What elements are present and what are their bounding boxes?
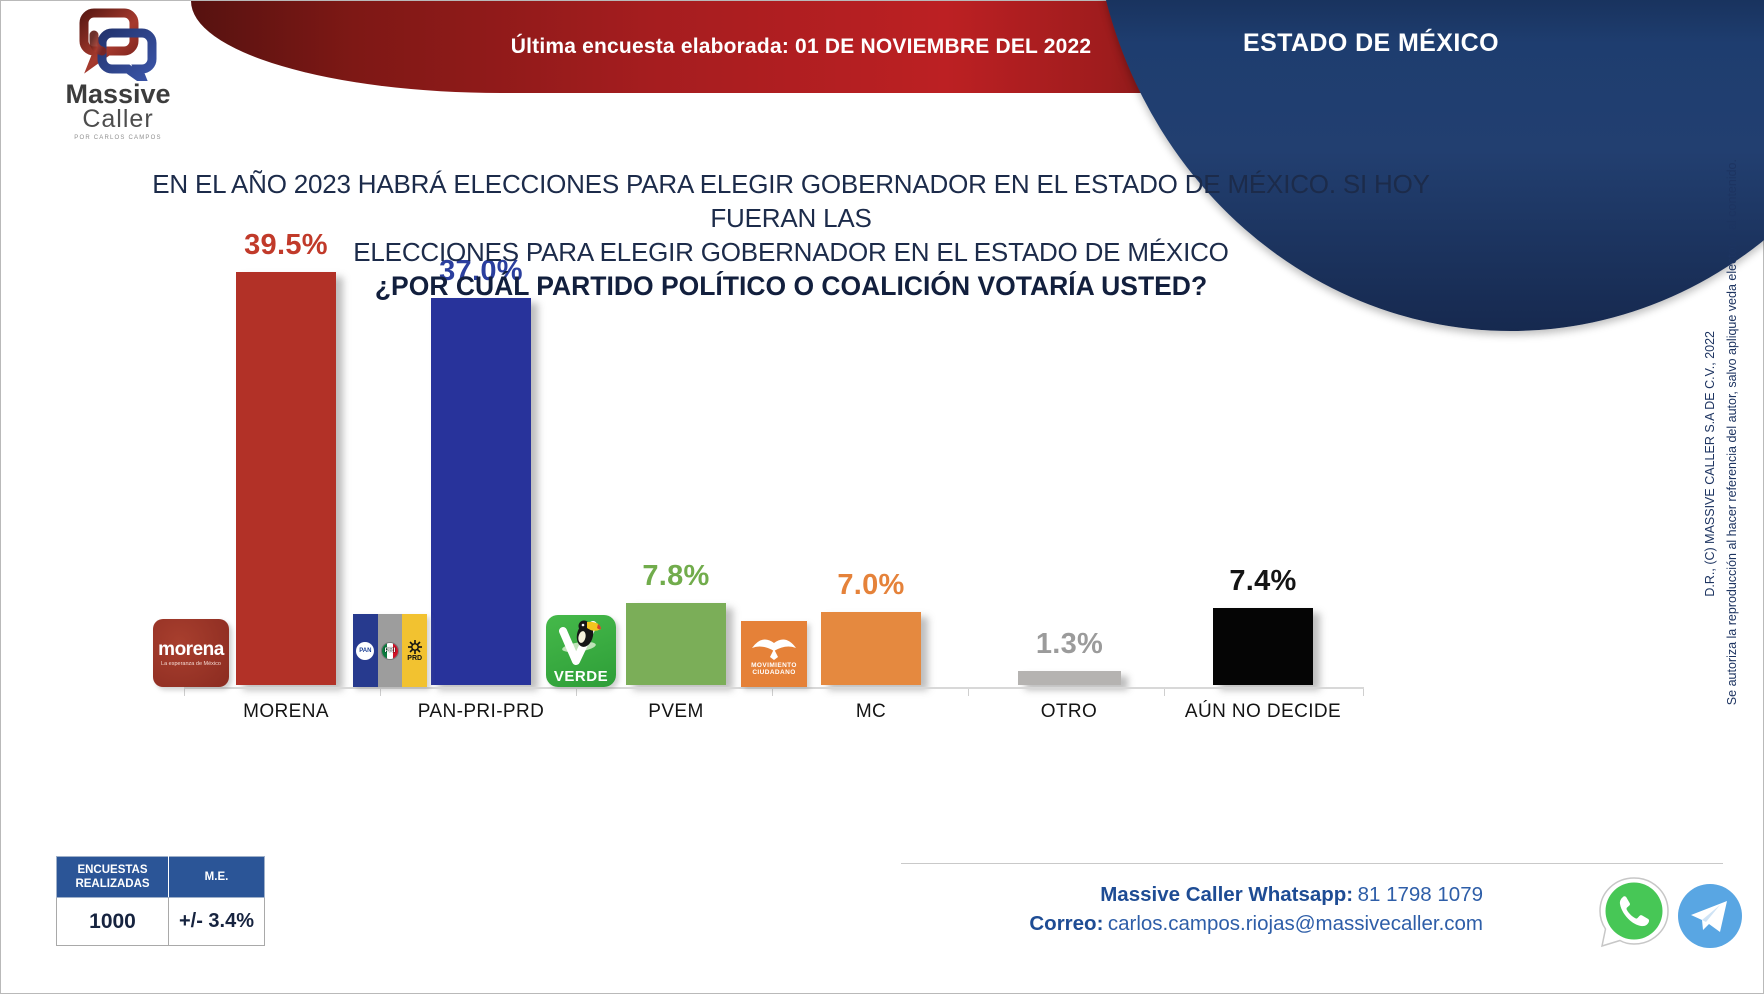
bar-morena bbox=[236, 272, 336, 685]
axis-tick bbox=[1164, 689, 1165, 696]
pvem-verde-logo: VERDE bbox=[546, 615, 616, 687]
morena-logo-text: morena bbox=[158, 638, 224, 660]
footer-divider bbox=[901, 863, 1723, 864]
prd-sun-icon bbox=[407, 640, 422, 654]
copyright-note: D.R., (C) MASSIVE CALLER S.A DE C.V., 20… bbox=[1703, 331, 1717, 597]
bar-value-morena: 39.5% bbox=[244, 229, 328, 261]
morena-party-logo: morena La esperanza de México bbox=[153, 619, 229, 687]
prd-stripe: PRD bbox=[402, 614, 427, 687]
massive-caller-logo: Massive Caller POR CARLOS CAMPOS bbox=[43, 7, 193, 141]
bar-pan-pri-prd bbox=[431, 298, 531, 685]
axis-tick bbox=[380, 689, 381, 696]
survey-question: EN EL AÑO 2023 HABRÁ ELECCIONES PARA ELE… bbox=[101, 167, 1481, 304]
pan-emblem-icon: PAN bbox=[356, 641, 375, 660]
category-label-mc: MC bbox=[855, 701, 887, 722]
question-line-3: ¿POR CUÁL PARTIDO POLÍTICO O COALICIÓN V… bbox=[374, 271, 1208, 301]
mc-logo-line-1: MOVIMIENTO bbox=[751, 662, 797, 669]
whatsapp-icon[interactable] bbox=[1597, 875, 1671, 951]
axis-tick bbox=[184, 689, 185, 696]
region-label: ESTADO DE MÉXICO bbox=[1243, 29, 1499, 57]
question-line-1: EN EL AÑO 2023 HABRÁ ELECCIONES PARA ELE… bbox=[152, 169, 1430, 233]
pan-stripe: PAN bbox=[353, 614, 378, 687]
bar-value-aun-no-decide: 7.4% bbox=[1229, 565, 1297, 597]
stats-header-encuestas: ENCUESTAS REALIZADAS bbox=[56, 856, 169, 898]
bar-aun-no-decide bbox=[1213, 608, 1313, 685]
last-survey-banner: Última encuesta elaborada: 01 DE NOVIEMB… bbox=[191, 1, 1211, 93]
contact-block: Massive Caller Whatsapp: 81 1798 1079 Co… bbox=[951, 881, 1483, 939]
morena-logo-tagline: La esperanza de México bbox=[161, 660, 221, 667]
reproduction-note: Se autoriza la reproducción al hacer ref… bbox=[1725, 159, 1739, 706]
category-label-pan-pri-prd: PAN-PRI-PRD bbox=[417, 701, 545, 722]
stats-value-encuestas: 1000 bbox=[56, 897, 169, 946]
logo-word-caller: Caller bbox=[82, 105, 154, 133]
category-label-aun-no-decide: AÚN NO DECIDE bbox=[1184, 701, 1342, 722]
verde-logo-text: VERDE bbox=[553, 668, 609, 685]
prd-emblem-text: PRD bbox=[407, 655, 423, 662]
axis-tick bbox=[1363, 689, 1364, 696]
bar-value-pvem: 7.8% bbox=[642, 560, 710, 592]
pri-emblem-text: PRI bbox=[384, 647, 396, 654]
category-label-otro: OTRO bbox=[1040, 701, 1098, 722]
massive-caller-logo-icon bbox=[79, 8, 157, 81]
bar-mc bbox=[821, 612, 921, 685]
pan-pri-prd-coalition-logo: PAN PRI PRD bbox=[353, 614, 427, 687]
logo-word-massive: Massive bbox=[65, 79, 171, 109]
pan-emblem-text: PAN bbox=[359, 647, 372, 654]
stats-value-me: +/- 3.4% bbox=[168, 897, 265, 946]
category-label-morena: MORENA bbox=[243, 701, 329, 722]
movimiento-ciudadano-logo: MOVIMIENTO CIUDADANO bbox=[741, 621, 807, 687]
bar-value-otro: 1.3% bbox=[1035, 628, 1104, 660]
email-label: Correo: bbox=[1029, 912, 1104, 935]
bar-value-pan-pri-prd: 37.0% bbox=[439, 255, 523, 287]
pri-stripe: PRI bbox=[377, 614, 403, 687]
axis-tick bbox=[772, 689, 773, 696]
last-survey-banner-text: Última encuesta elaborada: 01 DE NOVIEMB… bbox=[510, 35, 1092, 58]
axis-tick bbox=[968, 689, 969, 696]
sample-stats-table: ENCUESTAS REALIZADAS M.E. 1000 +/- 3.4% bbox=[56, 856, 265, 946]
x-axis bbox=[184, 687, 1364, 689]
telegram-icon[interactable] bbox=[1677, 883, 1743, 949]
verde-toucan-icon bbox=[559, 620, 601, 665]
mc-logo-line-2: CIUDADANO bbox=[752, 669, 796, 676]
bar-pvem bbox=[626, 603, 726, 685]
logo-tagline: POR CARLOS CAMPOS bbox=[74, 135, 162, 141]
whatsapp-number: 81 1798 1079 bbox=[1357, 883, 1483, 906]
question-line-2: ELECCIONES PARA ELEGIR GOBERNADOR EN EL … bbox=[353, 237, 1229, 267]
bar-value-mc: 7.0% bbox=[837, 569, 905, 601]
category-label-pvem: PVEM bbox=[648, 701, 704, 722]
email-address[interactable]: carlos.campos.riojas@massivecaller.com bbox=[1107, 912, 1483, 935]
whatsapp-label: Massive Caller Whatsapp: bbox=[1100, 883, 1354, 906]
axis-tick bbox=[576, 689, 577, 696]
pri-emblem-icon bbox=[381, 641, 399, 660]
bar-otro bbox=[1018, 671, 1121, 685]
stats-header-me: M.E. bbox=[168, 856, 265, 898]
mc-eagle-icon bbox=[752, 639, 796, 660]
